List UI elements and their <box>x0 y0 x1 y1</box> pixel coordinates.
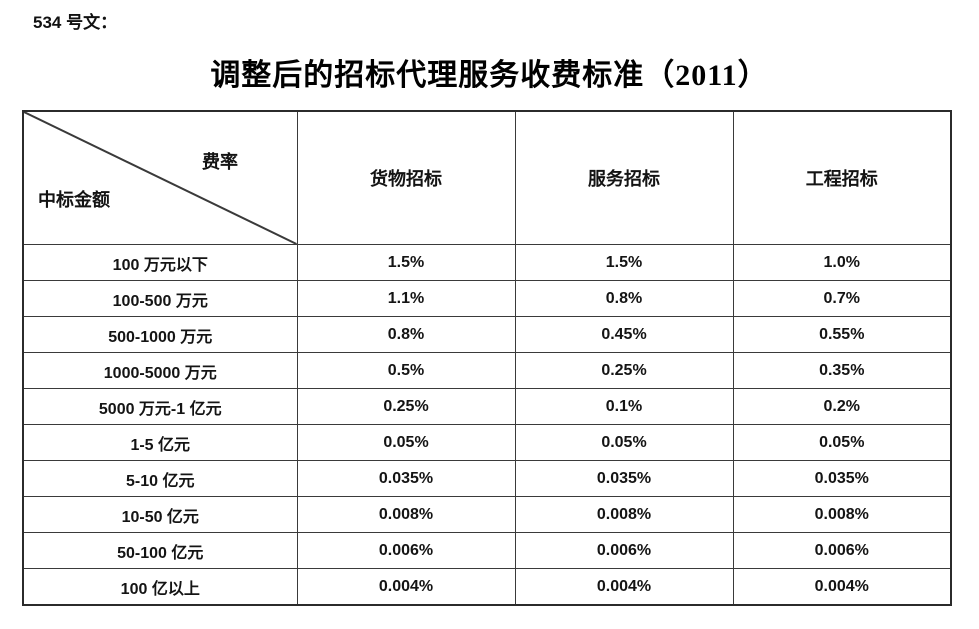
doc-number: 534 号文： <box>33 13 118 32</box>
row-label: 10-50 亿元 <box>22 496 298 533</box>
page-title: 调整后的招标代理服务收费标准（2011） <box>210 59 769 92</box>
corner-label-bid-amount: 中标金额 <box>38 190 110 210</box>
rate-cell: 0.05% <box>296 424 516 461</box>
row-label: 5-10 亿元 <box>22 460 298 497</box>
row-label: 1-5 亿元 <box>22 424 298 461</box>
rate-cell: 0.2% <box>732 388 952 425</box>
rate-cell: 0.05% <box>514 424 734 461</box>
rate-cell: 0.008% <box>732 496 952 533</box>
row-label: 5000 万元-1 亿元 <box>22 388 298 425</box>
rate-cell: 0.006% <box>296 532 516 569</box>
fee-rate-table: 费率 中标金额 货物招标 服务招标 工程招标 100 万元以下 1.5% 1.5… <box>22 110 952 606</box>
rate-cell: 0.004% <box>514 568 734 606</box>
rate-cell: 0.8% <box>514 280 734 317</box>
rate-cell: 0.004% <box>296 568 516 606</box>
row-label: 500-1000 万元 <box>22 316 298 353</box>
table-row: 1000-5000 万元 0.5% 0.25% 0.35% <box>22 352 952 389</box>
rate-cell: 0.1% <box>514 388 734 425</box>
table-header-row: 费率 中标金额 货物招标 服务招标 工程招标 <box>22 110 952 245</box>
table-row: 5000 万元-1 亿元 0.25% 0.1% 0.2% <box>22 388 952 425</box>
table-row: 5-10 亿元 0.035% 0.035% 0.035% <box>22 460 952 497</box>
row-label: 1000-5000 万元 <box>22 352 298 389</box>
rate-cell: 1.0% <box>732 244 952 281</box>
rate-cell: 0.7% <box>732 280 952 317</box>
rate-cell: 1.5% <box>514 244 734 281</box>
column-header-services: 服务招标 <box>514 110 734 245</box>
rate-cell: 0.25% <box>514 352 734 389</box>
rate-cell: 0.5% <box>296 352 516 389</box>
table-row: 50-100 亿元 0.006% 0.006% 0.006% <box>22 532 952 569</box>
row-label: 100-500 万元 <box>22 280 298 317</box>
rate-cell: 1.5% <box>296 244 516 281</box>
table-row: 100 万元以下 1.5% 1.5% 1.0% <box>22 244 952 281</box>
rate-cell: 0.008% <box>514 496 734 533</box>
column-header-engineering: 工程招标 <box>732 110 952 245</box>
table-row: 100 亿以上 0.004% 0.004% 0.004% <box>22 568 952 606</box>
row-label: 100 万元以下 <box>22 244 298 281</box>
rate-cell: 0.004% <box>732 568 952 606</box>
table-row: 10-50 亿元 0.008% 0.008% 0.008% <box>22 496 952 533</box>
rate-cell: 0.008% <box>296 496 516 533</box>
table-row: 100-500 万元 1.1% 0.8% 0.7% <box>22 280 952 317</box>
corner-header-cell: 费率 中标金额 <box>22 110 298 245</box>
rate-cell: 0.006% <box>732 532 952 569</box>
rate-cell: 0.8% <box>296 316 516 353</box>
corner-label-rate: 费率 <box>202 152 238 172</box>
rate-cell: 0.006% <box>514 532 734 569</box>
rate-cell: 0.45% <box>514 316 734 353</box>
rate-cell: 0.035% <box>514 460 734 497</box>
row-label: 100 亿以上 <box>22 568 298 606</box>
rate-cell: 0.55% <box>732 316 952 353</box>
rate-cell: 0.035% <box>732 460 952 497</box>
rate-cell: 0.25% <box>296 388 516 425</box>
table-row: 500-1000 万元 0.8% 0.45% 0.55% <box>22 316 952 353</box>
row-label: 50-100 亿元 <box>22 532 298 569</box>
rate-cell: 0.035% <box>296 460 516 497</box>
table-row: 1-5 亿元 0.05% 0.05% 0.05% <box>22 424 952 461</box>
rate-cell: 1.1% <box>296 280 516 317</box>
column-header-goods: 货物招标 <box>296 110 516 245</box>
rate-cell: 0.35% <box>732 352 952 389</box>
diagonal-divider-line <box>24 112 297 244</box>
rate-cell: 0.05% <box>732 424 952 461</box>
